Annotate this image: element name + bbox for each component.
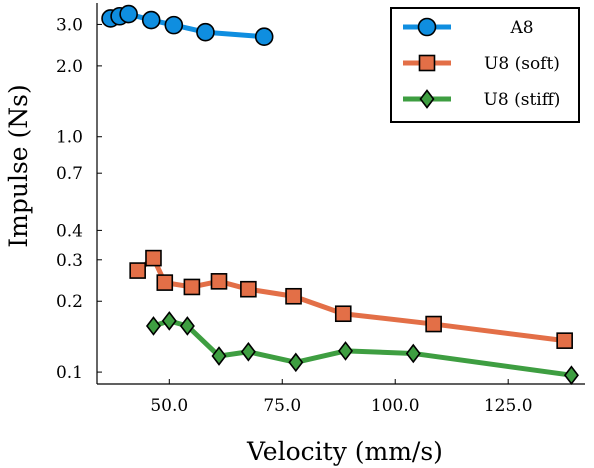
series-line-u8-stiff [150, 318, 574, 378]
data-point-u8-stiff [161, 311, 177, 331]
axes: 50.0 75.0 100.0 125.0 0.1 0.2 0.3 0.4 0.7 1.0 2.0 3… [56, 3, 585, 416]
legend-marker-a8 [417, 17, 437, 37]
y-tick-label: 1.0 [56, 128, 83, 148]
data-point-u8-soft [156, 274, 174, 291]
x-axis-title: Velocity (mm/s) [246, 437, 443, 466]
data-point-u8-soft [129, 262, 146, 279]
data-point-u8-stiff [405, 343, 421, 364]
data-point-u8-soft [210, 273, 228, 290]
legend-label-u8-stiff: U8 (stiff) [484, 90, 561, 110]
x-tick-label: 50.0 [150, 396, 188, 416]
y-tick-label: 2.0 [56, 57, 83, 77]
data-point-u8-stiff [145, 316, 161, 336]
data-point-u8-stiff [179, 316, 195, 336]
series-line-u8-soft [135, 255, 568, 344]
legend: A8 U8 (soft) U8 (stiff) [390, 7, 580, 123]
data-point-a8 [254, 27, 274, 47]
data-point-u8-soft [556, 332, 573, 349]
legend-marker-u8-stiff [419, 89, 435, 109]
data-point-u8-soft [240, 280, 257, 298]
data-point-u8-stiff [240, 341, 256, 362]
data-point-u8-stiff [563, 365, 579, 386]
legend-label-u8-soft: U8 (soft) [484, 54, 560, 74]
data-point-a8 [164, 15, 184, 35]
x-tick-label: 125.0 [484, 396, 533, 416]
data-point-u8-stiff [211, 346, 227, 366]
y-tick-label: 0.7 [56, 164, 83, 184]
y-tick-label: 0.1 [56, 363, 83, 383]
data-point-u8-soft [145, 249, 162, 267]
y-tick-label: 3.0 [56, 15, 83, 35]
data-point-u8-soft [334, 305, 352, 323]
y-tick-label: 0.4 [56, 221, 83, 241]
data-point-u8-stiff [288, 352, 304, 373]
data-point-u8-soft [425, 315, 442, 333]
data-point-a8 [196, 22, 215, 42]
legend-label-a8: A8 [509, 18, 533, 38]
legend-marker-u8-soft [418, 54, 436, 72]
data-point-a8 [141, 10, 161, 30]
data-point-a8 [119, 4, 138, 24]
data-point-u8-soft [285, 287, 302, 305]
y-axis-title: Impulse (Ns) [4, 84, 33, 247]
x-tick-label: 75.0 [263, 396, 301, 416]
y-tick-label: 0.2 [56, 292, 83, 312]
y-tick-label: 0.3 [56, 251, 83, 271]
data-point-u8-soft [183, 278, 201, 296]
x-tick-label: 100.0 [371, 396, 420, 416]
data-point-u8-stiff [338, 341, 354, 361]
plot-area [101, 4, 579, 386]
